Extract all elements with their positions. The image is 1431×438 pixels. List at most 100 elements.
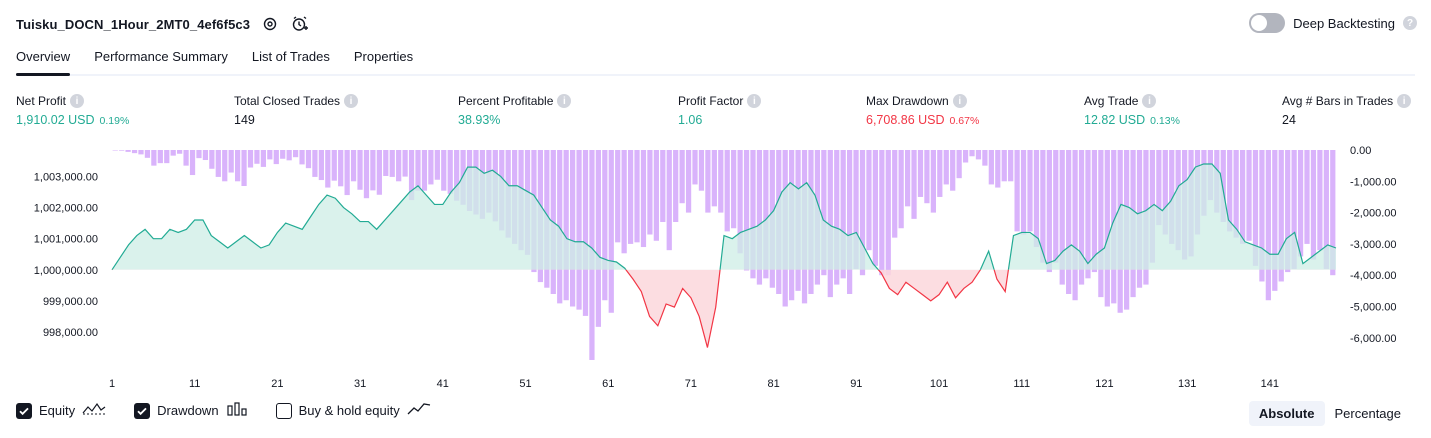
drawdown-bar [834, 150, 840, 285]
absolute-button[interactable]: Absolute [1248, 401, 1325, 426]
y-left-tick-label: 1,003,000.00 [34, 171, 98, 183]
deep-backtesting-toggle[interactable] [1249, 13, 1286, 33]
drawdown-bar [454, 150, 460, 201]
y-right-tick-label: -3,000.00 [1350, 239, 1396, 251]
tab-overview[interactable]: Overview [16, 46, 71, 76]
drawdown-bar [1227, 150, 1233, 232]
drawdown-bars-icon [226, 402, 248, 419]
x-tick-label: 51 [519, 378, 531, 390]
legend-label: Drawdown [157, 403, 219, 418]
drawdown-bar [892, 150, 898, 238]
drawdown-bar [692, 150, 698, 185]
drawdown-bar [840, 150, 846, 279]
y-right-tick-label: -2,000.00 [1350, 208, 1396, 220]
info-icon[interactable]: i [557, 94, 572, 108]
drawdown-bar [447, 150, 453, 194]
drawdown-bar [576, 150, 582, 310]
drawdown-bar [177, 150, 183, 154]
drawdown-bar [1169, 150, 1175, 244]
stat-avg-trade: Avg Trade i 12.82 USD 0.13% [1084, 94, 1180, 127]
equity-drawdown-chart: 1,003,000.00 1,002,000.00 1,001,000.00 1,00… [34, 145, 1397, 390]
x-tick-label: 101 [930, 378, 948, 390]
drawdown-bar [1272, 150, 1278, 291]
drawdown-bar [1297, 150, 1304, 257]
drawdown-bar [376, 150, 382, 195]
drawdown-bar [151, 150, 157, 166]
info-icon[interactable]: i [952, 94, 967, 108]
y-left-tick-label: 999,000.00 [43, 296, 98, 308]
stat-value: 6,708.86 USD [866, 113, 945, 127]
drawdown-bar [634, 150, 640, 243]
drawdown-bar [937, 150, 943, 197]
info-icon[interactable]: i [1397, 94, 1412, 108]
drawdown-bar [280, 150, 286, 159]
stat-value: 1,910.02 USD [16, 113, 95, 127]
drawdown-bar [202, 150, 209, 161]
drawdown-bar [131, 150, 138, 154]
drawdown-bar [363, 150, 370, 199]
equity-checkbox[interactable] [16, 402, 32, 419]
x-tick-label: 91 [850, 378, 862, 390]
drawdown-bar [956, 150, 962, 179]
value-mode-toggle: Absolute Percentage [1248, 401, 1411, 426]
drawdown-checkbox[interactable] [134, 402, 151, 419]
settings-icon[interactable] [260, 14, 280, 34]
legend-drawdown[interactable]: Drawdown [134, 402, 247, 419]
help-icon[interactable]: ? [1403, 16, 1417, 30]
equity-area [112, 164, 1336, 270]
x-tick-label: 11 [189, 378, 200, 390]
y-left-tick-label: 998,000.00 [43, 327, 98, 339]
drawdown-bar [982, 150, 988, 166]
drawdown-bar [164, 150, 170, 164]
drawdown-bar [1220, 150, 1226, 222]
drawdown-bar [582, 150, 589, 316]
drawdown-bar [904, 150, 911, 207]
stat-total-closed-trades: Total Closed Trades i 149 [234, 94, 359, 127]
drawdown-bar [241, 150, 247, 186]
drawdown-bar [569, 150, 576, 307]
info-icon[interactable]: i [1142, 94, 1157, 108]
drawdown-bar [1304, 150, 1310, 244]
drawdown-bar [305, 150, 312, 169]
legend-buy-hold[interactable]: Buy & hold equity [275, 402, 431, 419]
drawdown-bar [615, 150, 621, 243]
drawdown-bar [621, 150, 627, 254]
tab-list-of-trades[interactable]: List of Trades [251, 49, 330, 64]
drawdown-bar [1239, 150, 1246, 244]
drawdown-bar [1072, 150, 1078, 301]
percentage-button[interactable]: Percentage [1334, 406, 1402, 421]
drawdown-bar [1066, 150, 1072, 294]
stat-value: 24 [1282, 113, 1296, 127]
tab-performance-summary[interactable]: Performance Summary [94, 49, 228, 64]
drawdown-bar [853, 150, 859, 269]
drawdown-bar [627, 150, 634, 244]
buy-hold-checkbox[interactable] [275, 402, 292, 419]
drawdown-bar [666, 150, 672, 251]
x-tick-label: 31 [354, 378, 366, 390]
drawdown-bar [879, 150, 885, 276]
stat-label: Profit Factor [678, 94, 744, 108]
info-icon[interactable]: i [747, 94, 762, 108]
drawdown-bar [885, 150, 891, 276]
legend-equity[interactable]: Equity [16, 402, 106, 419]
drawdown-bar [254, 150, 260, 164]
drawdown-bar [872, 150, 879, 266]
drawdown-bar [711, 150, 717, 207]
tab-properties[interactable]: Properties [353, 49, 414, 64]
stat-label: Net Profit [16, 94, 67, 108]
info-icon[interactable]: i [70, 94, 85, 108]
drawdown-bar [1014, 150, 1020, 232]
add-alert-icon[interactable] [290, 14, 310, 34]
drawdown-bar [1265, 150, 1271, 301]
drawdown-bar [660, 150, 666, 222]
drawdown-bar [215, 150, 221, 177]
drawdown-bar [338, 150, 344, 187]
drawdown-bar [1078, 150, 1085, 285]
drawdown-bar [975, 150, 982, 160]
info-icon[interactable]: i [344, 94, 359, 108]
drawdown-bar [827, 150, 833, 298]
y-right-tick-label: -4,000.00 [1350, 270, 1396, 282]
drawdown-bar [1259, 150, 1265, 282]
drawdown-bar [170, 150, 176, 156]
drawdown-bar [1020, 150, 1027, 235]
